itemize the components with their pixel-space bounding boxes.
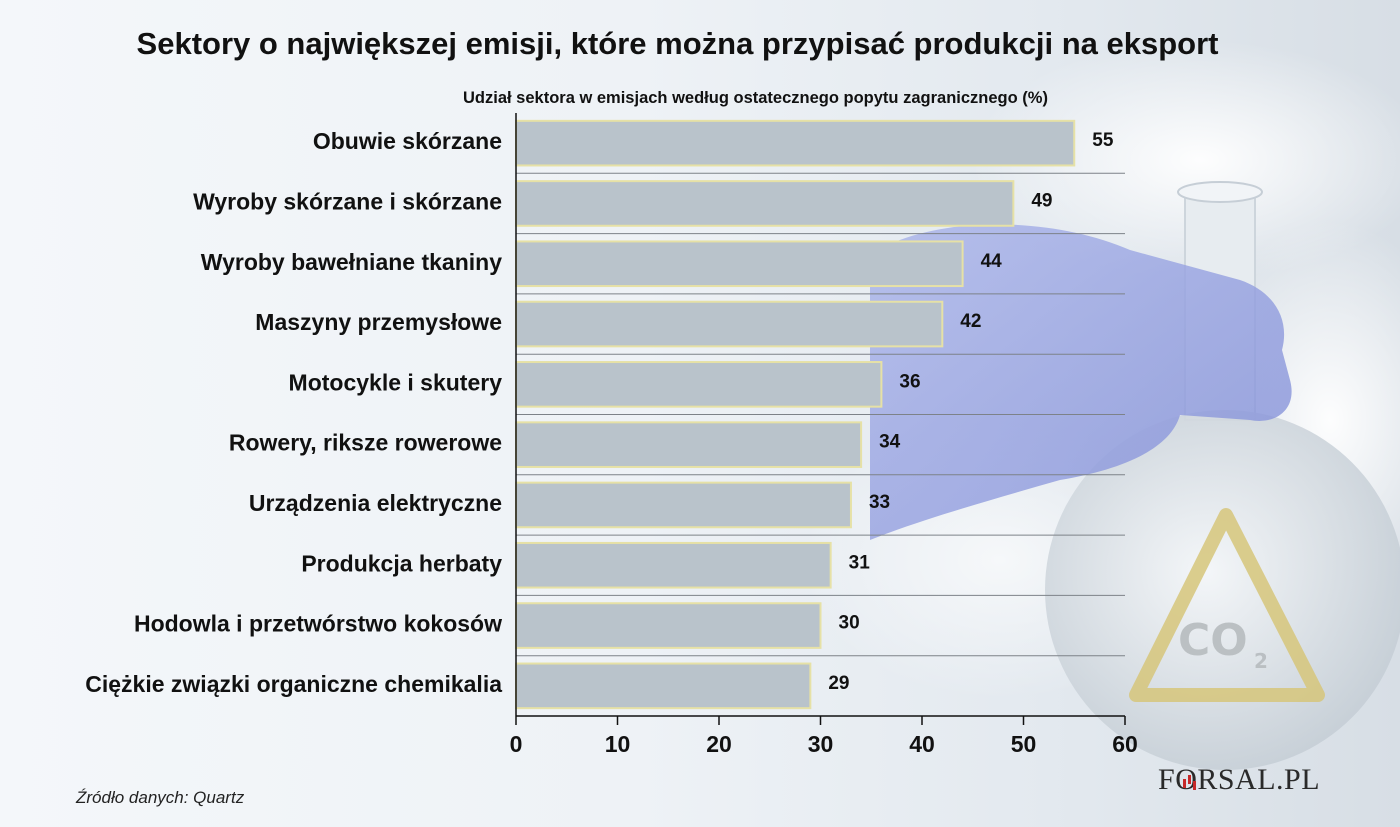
bar — [515, 541, 832, 589]
data-label: 30 — [839, 613, 860, 634]
chart-title: Sektory o największej emisji, które możn… — [136, 26, 1219, 61]
data-label: 29 — [828, 673, 849, 694]
smoke-cloud — [970, 40, 1400, 280]
warning-triangle-icon — [1129, 508, 1325, 702]
x-tick-label: 50 — [1011, 731, 1037, 757]
data-label: 49 — [1031, 190, 1052, 211]
bar — [515, 481, 852, 529]
category-label: Wyroby skórzane i skórzane — [193, 189, 502, 215]
category-label: Obuwie skórzane — [313, 128, 502, 154]
logo-text-start: F — [1158, 763, 1176, 796]
bar — [515, 602, 822, 649]
data-label: 33 — [869, 492, 890, 513]
data-label: 31 — [849, 552, 871, 573]
category-label: Motocykle i skutery — [289, 369, 503, 395]
logo-text-end: RSAL.PL — [1197, 763, 1321, 796]
x-tick-label: 0 — [510, 731, 523, 757]
x-tick-label: 20 — [706, 731, 732, 757]
data-label: 34 — [879, 432, 901, 453]
bar — [515, 662, 812, 710]
bar — [515, 180, 1015, 227]
category-label: Produkcja herbaty — [301, 550, 502, 576]
bar — [515, 300, 944, 348]
data-label: 44 — [981, 251, 1003, 272]
category-label: Ciężkie związki organiczne chemikalia — [85, 671, 502, 697]
x-tick-label: 40 — [909, 731, 935, 757]
bar — [515, 361, 883, 408]
category-label: Hodowla i przetwórstwo kokosów — [134, 611, 502, 637]
bar — [515, 119, 1076, 167]
x-tick-label: 30 — [808, 731, 834, 757]
data-label: 42 — [960, 311, 981, 332]
source-note: Źródło danych: Quartz — [76, 788, 245, 807]
x-tick-label: 60 — [1112, 731, 1138, 757]
bar — [515, 240, 964, 288]
category-label: Rowery, riksze rowerowe — [229, 430, 502, 456]
co2-icon: CO — [1178, 615, 1248, 666]
data-label: 36 — [899, 371, 920, 392]
x-tick-label: 10 — [605, 731, 631, 757]
forsal-logo: FORSAL.PL — [1158, 763, 1320, 797]
bar — [515, 421, 863, 468]
data-label: 55 — [1092, 130, 1114, 151]
chart-subtitle: Udział sektora w emisjach według ostatec… — [463, 89, 1048, 107]
logo-chart-o: O — [1175, 763, 1198, 796]
category-label: Urządzenia elektryczne — [249, 490, 502, 516]
flask-rim — [1177, 181, 1263, 203]
category-label: Wyroby bawełniane tkaniny — [201, 249, 502, 275]
co2-subscript-icon: 2 — [1254, 649, 1268, 673]
category-label: Maszyny przemysłowe — [255, 309, 502, 335]
glove-icon — [870, 224, 1292, 540]
